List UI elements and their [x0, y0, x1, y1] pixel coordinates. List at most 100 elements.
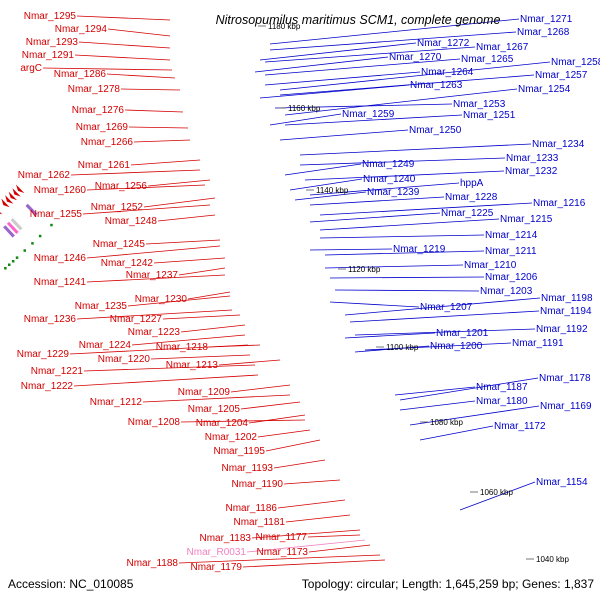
leader-line — [83, 364, 256, 372]
gene-label: Nmar_1203 — [480, 286, 533, 297]
leader-line — [86, 184, 206, 191]
leader-line — [131, 334, 246, 346]
leader-line — [259, 84, 410, 99]
leader-line — [86, 274, 226, 283]
leader-line — [284, 88, 518, 116]
leader-line — [259, 42, 417, 61]
gene-label: Nmar_1241 — [34, 277, 87, 288]
gene-label: Nmar_1223 — [128, 327, 181, 338]
leader-line — [354, 345, 430, 353]
gene-label: Nmar_1225 — [441, 208, 494, 219]
gene-label: Nmar_1259 — [342, 109, 395, 120]
gene-label: Nmar_1193 — [221, 463, 273, 474]
leader-line — [264, 58, 461, 76]
feature-tracks — [0, 184, 53, 270]
gene-label: Nmar_1230 — [135, 294, 188, 305]
gene-label: Nmar_1253 — [453, 99, 506, 110]
leader-line — [128, 126, 189, 129]
green-marker — [4, 267, 7, 270]
leader-line — [349, 310, 540, 323]
leader-line — [264, 46, 476, 63]
reverse-gene-arrow — [1, 198, 10, 208]
leader-line — [130, 159, 201, 166]
gene-label: Nmar_1265 — [461, 54, 514, 65]
gene-label: Nmar_1214 — [485, 230, 538, 241]
leader-line — [124, 109, 184, 113]
feature-box — [6, 221, 19, 234]
gene-label: Nmar_1270 — [389, 52, 442, 63]
gene-label: Nmar_1204 — [196, 418, 249, 429]
leader-line — [283, 479, 341, 485]
leader-line — [78, 41, 171, 49]
leader-line — [142, 394, 291, 403]
leader-line — [254, 56, 389, 73]
gene-label: Nmar_1271 — [520, 14, 573, 25]
accession-text: Accession: NC_010085 — [8, 577, 134, 591]
topology-text: Topology: circular; Length: 1,645,259 bp… — [302, 577, 595, 591]
gene-label: Nmar_1233 — [506, 153, 559, 164]
leader-line — [133, 139, 191, 143]
gene-label: Nmar_1212 — [90, 397, 143, 408]
feature-box — [3, 225, 15, 238]
leader-line — [106, 73, 176, 79]
gene-label: Nmar_1173 — [256, 547, 308, 558]
gene-label: Nmar_1201 — [436, 328, 489, 339]
gene-label: Nmar_1269 — [76, 122, 129, 133]
gene-label: Nmar_1254 — [518, 84, 571, 95]
gene-label: Nmar_1219 — [393, 244, 446, 255]
leader-line — [269, 31, 517, 51]
gene-label: Nmar_1261 — [78, 160, 131, 171]
gene-label: Nmar_1291 — [22, 50, 75, 61]
gene-label: Nmar_1198 — [541, 293, 593, 304]
leader-line — [354, 328, 536, 336]
leader-line — [277, 499, 346, 509]
gene-label: Nmar_1181 — [233, 517, 285, 528]
gene-label: Nmar_1272 — [417, 38, 470, 49]
gene-label: Nmar_1262 — [18, 170, 71, 181]
reverse-gene-arrow — [5, 195, 14, 204]
leader-line — [329, 276, 485, 279]
leader-line — [120, 88, 181, 91]
gene-label: Nmar_1208 — [128, 417, 181, 428]
gene-label: Nmar_1251 — [463, 110, 516, 121]
leader-line — [309, 196, 445, 206]
gene-label: Nmar_1293 — [26, 37, 79, 48]
leader-line — [285, 514, 351, 523]
leader-line — [257, 429, 311, 438]
leader-line — [180, 324, 246, 333]
gene-label: Nmar_1242 — [101, 258, 154, 269]
feature-box — [10, 218, 23, 231]
gene-label: Nmar_1228 — [445, 192, 498, 203]
reverse-gene-arrow — [12, 188, 21, 197]
reverse-gene-arrow — [0, 211, 3, 215]
scale-marks: 1180 kbp 1160 kbp 1140 kbp 1120 kbp 1100 kbp… — [258, 22, 569, 564]
gene-label: Nmar_1222 — [21, 381, 74, 392]
green-marker — [50, 223, 53, 227]
leader-line — [284, 163, 362, 176]
gene-label: Nmar_1205 — [188, 404, 241, 415]
green-marker — [23, 249, 26, 252]
gene-label: Nmar_1188 — [126, 558, 178, 569]
gene-label: Nmar_1209 — [178, 387, 231, 398]
leader-line — [299, 143, 532, 156]
leader-line — [265, 439, 321, 452]
leader-line — [230, 384, 291, 393]
gene-label: Nmar_1256 — [95, 181, 148, 192]
leader-line — [76, 15, 171, 21]
gene-label: Nmar_1235 — [75, 301, 128, 312]
gene-label: Nmar_1239 — [367, 187, 420, 198]
gene-label: Nmar_1249 — [362, 159, 415, 170]
reverse-gene-arrow — [16, 184, 25, 194]
gene-label: hppA — [460, 178, 484, 189]
leader-line — [324, 264, 464, 269]
leader-line — [319, 234, 485, 239]
leader-line — [459, 481, 536, 511]
gene-label: Nmar_1210 — [464, 260, 517, 271]
leader-line — [251, 529, 361, 539]
leader-line — [242, 559, 386, 568]
scale-label: 1140 kbp — [316, 186, 349, 195]
leader-line — [157, 214, 216, 222]
gene-label: Nmar_1250 — [409, 125, 462, 136]
leader-line — [145, 239, 221, 245]
